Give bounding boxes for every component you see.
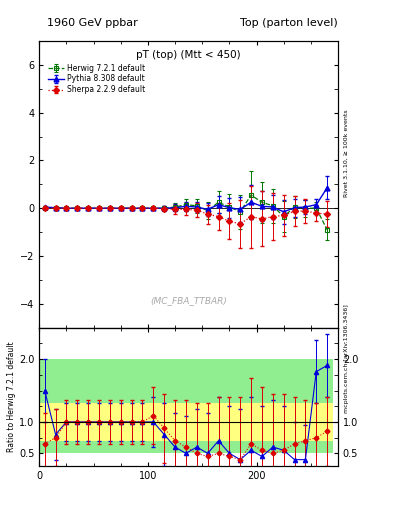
Text: Top (parton level): Top (parton level) — [240, 18, 338, 28]
Y-axis label: Ratio to Herwig 7.2.1 default: Ratio to Herwig 7.2.1 default — [7, 342, 16, 452]
Text: Rivet 3.1.10, ≥ 100k events: Rivet 3.1.10, ≥ 100k events — [344, 110, 349, 198]
Legend: Herwig 7.2.1 default, Pythia 8.308 default, Sherpa 2.2.9 default: Herwig 7.2.1 default, Pythia 8.308 defau… — [46, 62, 147, 96]
Text: mcplots.cern.ch [arXiv:1306.3436]: mcplots.cern.ch [arXiv:1306.3436] — [344, 304, 349, 413]
Text: pT (top) (Mtt < 450): pT (top) (Mtt < 450) — [136, 50, 241, 59]
Text: (MC_FBA_TTBAR): (MC_FBA_TTBAR) — [150, 296, 227, 305]
Text: 1960 GeV ppbar: 1960 GeV ppbar — [47, 18, 138, 28]
